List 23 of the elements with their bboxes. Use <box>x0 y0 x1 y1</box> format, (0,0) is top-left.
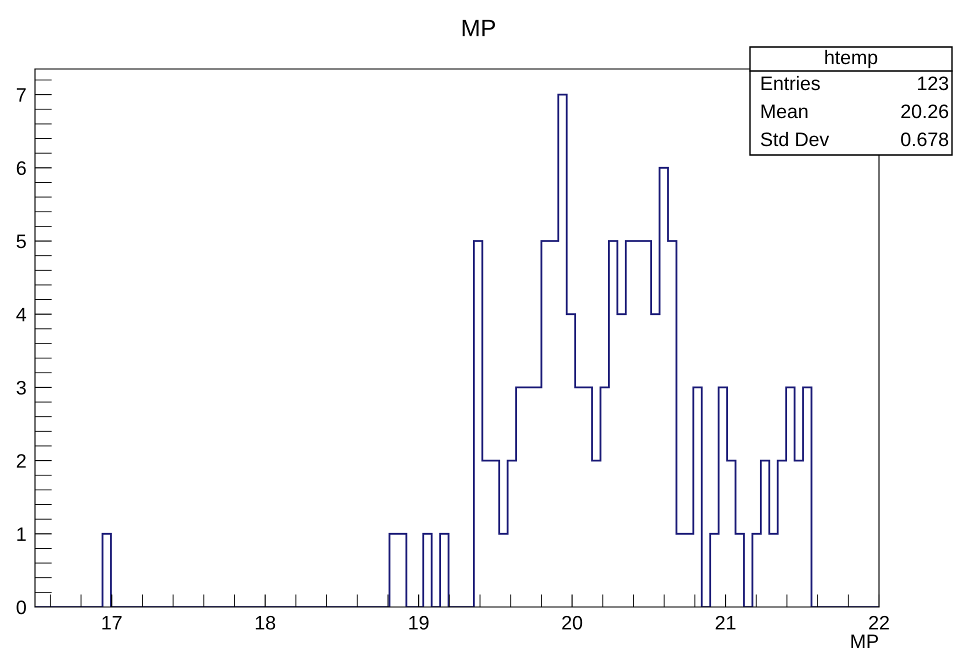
x-tick-label: 22 <box>869 616 889 630</box>
text: 123 <box>918 76 948 90</box>
x-tick-label: 18 <box>256 616 276 630</box>
annotation: Entries <box>762 76 820 90</box>
y-tick-label: 5 <box>16 234 26 248</box>
x-tick-label: 20 <box>562 616 582 630</box>
y-tick-label: 3 <box>16 380 26 395</box>
x-tick-label: 17 <box>102 616 122 630</box>
y-tick-label: 0 <box>16 600 26 614</box>
text: 0.678 <box>901 132 948 146</box>
annotation: Std Dev <box>760 132 830 146</box>
y-tick-label: 2 <box>16 454 26 468</box>
text: htemp <box>825 50 878 68</box>
y-tick-label: 7 <box>16 88 26 102</box>
x-axis-title: MP <box>851 634 878 648</box>
x-tick-label: 21 <box>716 616 736 630</box>
y-tick-label: 6 <box>16 161 26 176</box>
x-tick-label: 19 <box>409 616 429 630</box>
chart-title: MP <box>462 20 495 36</box>
text: 20.26 <box>901 104 948 118</box>
y-tick-label: 1 <box>17 527 26 541</box>
y-tick-label: 4 <box>16 308 26 322</box>
annotation: Mean <box>762 104 808 118</box>
